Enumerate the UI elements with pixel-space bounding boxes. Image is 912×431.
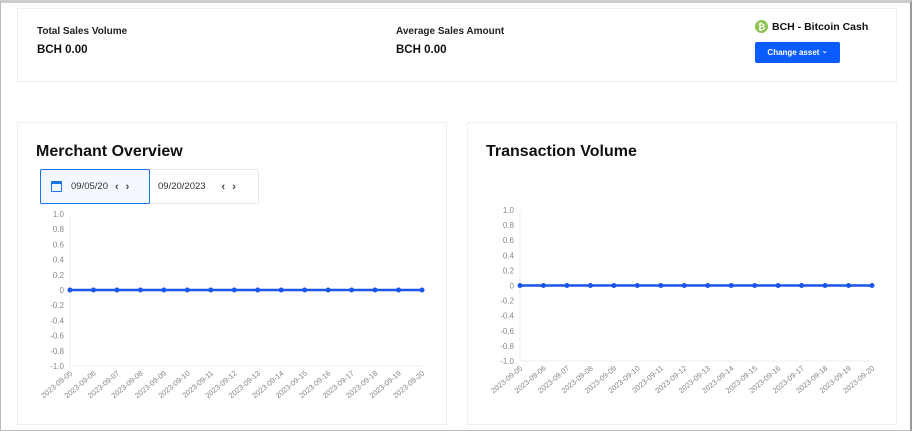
- average-sales-label: Average Sales Amount: [396, 26, 505, 37]
- y-tick-label: 0.4: [503, 251, 515, 260]
- data-point: [540, 283, 546, 288]
- data-point: [752, 283, 758, 288]
- data-point: [846, 283, 852, 288]
- data-point: [325, 287, 331, 293]
- data-point: [90, 287, 96, 293]
- y-tick-label: -1.0: [50, 362, 64, 371]
- chevron-left-icon[interactable]: ‹: [221, 180, 226, 193]
- y-tick-label: 0: [510, 282, 515, 291]
- data-point: [564, 283, 570, 288]
- summary-card: Total Sales Volume BCH 0.00 Average Sale…: [17, 8, 897, 82]
- data-point: [67, 287, 73, 293]
- date-range-picker[interactable]: 09/05/20 ‹ › 09/20/2023 ‹ ›: [40, 169, 259, 204]
- y-tick-label: -1.0: [500, 357, 514, 366]
- data-point: [302, 287, 308, 293]
- y-tick-label: -0.6: [50, 332, 64, 341]
- data-point: [231, 287, 237, 293]
- y-tick-label: -0.4: [50, 316, 64, 325]
- data-point: [137, 287, 143, 293]
- y-tick-label: 0.2: [53, 271, 65, 280]
- data-point: [396, 287, 402, 293]
- transaction-volume-card: Transaction Volume: [467, 122, 897, 425]
- data-point: [799, 283, 805, 288]
- data-point: [587, 283, 593, 288]
- calendar-icon: [51, 181, 62, 192]
- data-point: [114, 287, 120, 293]
- data-point: [517, 283, 523, 288]
- asset-selected: ₿ BCH - Bitcoin Cash: [755, 20, 868, 33]
- total-sales-label: Total Sales Volume: [37, 26, 128, 37]
- data-point: [372, 287, 378, 293]
- change-asset-button[interactable]: Change asset ⌄: [755, 42, 840, 63]
- data-point: [208, 287, 214, 293]
- y-tick-label: -0.8: [500, 342, 514, 351]
- total-sales-value: BCH 0.00: [37, 44, 88, 56]
- data-point: [419, 287, 425, 293]
- data-point: [349, 287, 355, 293]
- y-tick-label: -0.2: [50, 301, 64, 310]
- y-tick-label: -0.8: [50, 347, 64, 356]
- average-sales-value: BCH 0.00: [396, 44, 447, 56]
- data-point: [822, 283, 828, 288]
- y-tick-label: 0.6: [503, 236, 515, 245]
- chevron-left-icon[interactable]: ‹: [114, 180, 119, 193]
- data-point: [634, 283, 640, 288]
- y-tick-label: 1.0: [503, 206, 515, 215]
- data-point: [184, 287, 190, 293]
- data-point: [255, 287, 261, 293]
- data-point: [775, 283, 781, 288]
- chevron-down-icon: ⌄: [821, 48, 828, 55]
- chevron-right-icon[interactable]: ›: [232, 180, 236, 193]
- change-asset-label: Change asset: [767, 48, 820, 57]
- y-tick-label: -0.2: [500, 297, 514, 306]
- data-point: [869, 283, 875, 288]
- data-point: [705, 283, 711, 288]
- start-date-value: 09/05/20: [71, 181, 108, 192]
- data-point: [611, 283, 617, 288]
- data-point: [728, 283, 734, 288]
- data-point: [278, 287, 284, 293]
- y-tick-label: 0.4: [53, 256, 65, 265]
- y-tick-label: 0: [60, 286, 65, 295]
- y-tick-label: 0.6: [53, 240, 65, 249]
- asset-label: BCH - Bitcoin Cash: [772, 20, 869, 33]
- y-tick-label: 0.8: [503, 221, 515, 230]
- merchant-overview-title: Merchant Overview: [36, 143, 183, 160]
- end-date-input[interactable]: 09/20/2023 ‹ ›: [150, 170, 236, 203]
- data-point: [681, 283, 687, 288]
- transaction-volume-title: Transaction Volume: [486, 143, 637, 160]
- y-tick-label: 1.0: [53, 210, 65, 219]
- y-tick-label: 0.2: [503, 266, 515, 275]
- y-tick-label: -0.4: [500, 312, 514, 321]
- y-tick-label: 0.8: [53, 225, 65, 234]
- start-date-input[interactable]: 09/05/20 ‹ ›: [40, 169, 150, 204]
- data-point: [658, 283, 664, 288]
- y-tick-label: -0.6: [500, 327, 514, 336]
- data-point: [161, 287, 167, 293]
- bitcoin-cash-icon: ₿: [755, 20, 768, 33]
- end-date-value: 09/20/2023: [158, 181, 206, 192]
- merchant-overview-card: Merchant Overview 09/05/20 ‹ › 09/20/202…: [17, 122, 447, 425]
- chevron-right-icon[interactable]: ›: [125, 180, 130, 193]
